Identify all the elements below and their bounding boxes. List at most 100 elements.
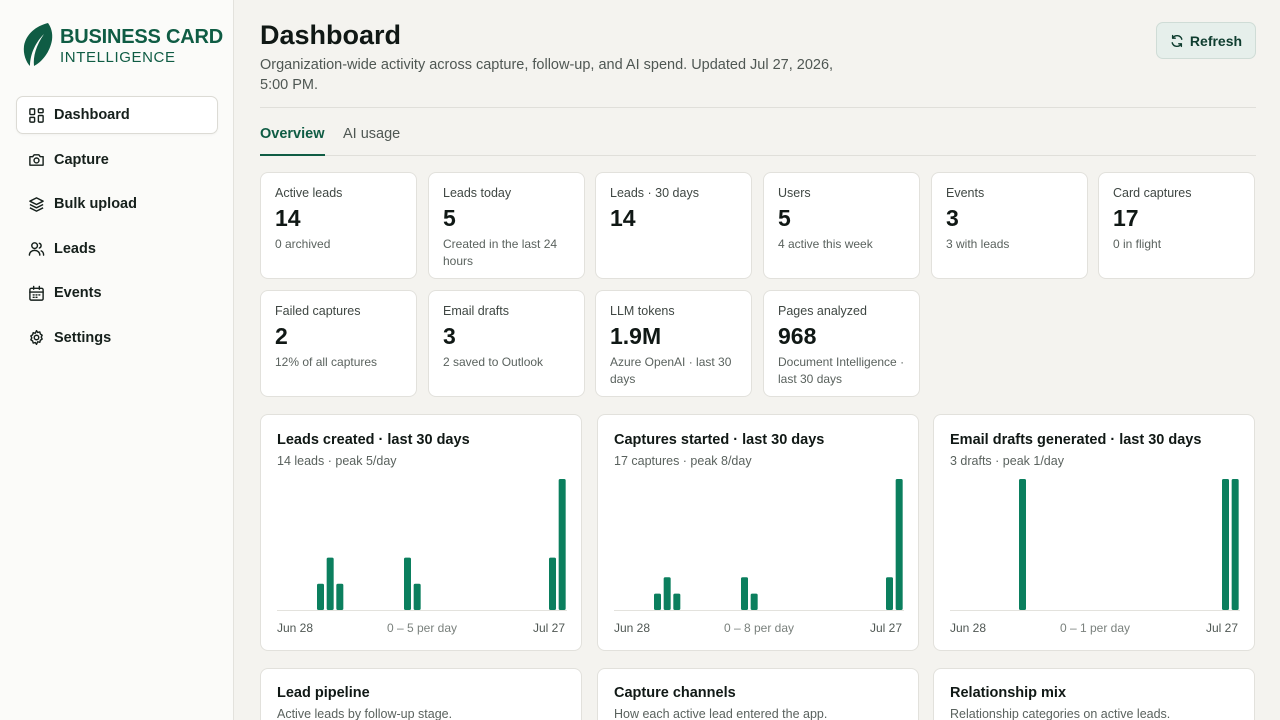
stat-value: 5 — [443, 205, 456, 231]
stat-value: 14 — [610, 205, 636, 231]
refresh-label: Refresh — [1189, 32, 1243, 49]
stat-label: Events — [946, 186, 985, 200]
chart-bar — [317, 583, 324, 610]
stat-value: 3 — [443, 323, 456, 349]
brand-logo[interactable]: BUSINESS CARD INTELLIGENCE — [22, 22, 223, 70]
stat-card-card-captures: Card captures 17 0 in flight — [1098, 172, 1255, 279]
stat-sub: 0 archived — [275, 237, 331, 251]
sidebar-item-label: Events — [54, 285, 102, 301]
chart-title: Email drafts generated · last 30 days — [950, 432, 1202, 448]
refresh-icon — [1171, 34, 1183, 47]
sidebar-item-capture[interactable]: Capture — [16, 141, 218, 179]
stat-value: 2 — [275, 323, 288, 349]
stat-card-users: Users 5 4 active this week — [763, 172, 920, 279]
card-lead-pipeline: Lead pipeline Active leads by follow-up … — [260, 668, 582, 720]
stat-card-leads-30-days: Leads · 30 days 14 — [595, 172, 752, 279]
tab-bar: Overview AI usage — [260, 118, 1256, 156]
card-title: Lead pipeline — [277, 685, 370, 701]
chart-bar — [1019, 479, 1026, 610]
sidebar-item-events[interactable]: Events — [16, 274, 218, 312]
sidebar-item-label: Settings — [54, 329, 112, 346]
sidebar: BUSINESS CARD INTELLIGENCE Dashboard Cap… — [0, 0, 234, 720]
stat-label: Pages analyzed — [778, 304, 867, 318]
chart-bar — [750, 593, 758, 611]
tab-overview[interactable]: Overview — [260, 126, 325, 156]
chart-x-end: Jul 27 — [869, 621, 902, 635]
chart-title: Leads created · last 30 days — [277, 432, 470, 448]
stat-card-llm-tokens: LLM tokens 1.9M Azure OpenAI · last 30 d… — [595, 290, 752, 397]
stat-label: Email drafts — [443, 304, 509, 318]
dashboard-grid-icon — [28, 107, 45, 124]
leaf-logo-icon — [23, 23, 53, 66]
sidebar-item-dashboard[interactable]: Dashboard — [16, 96, 218, 134]
chart-scale-label: 0 – 8 per day — [723, 621, 795, 635]
chart-x-start: Jun 28 — [277, 621, 314, 635]
chart-bar — [1231, 479, 1239, 610]
stat-card-failed-captures: Failed captures 2 12% of all captures — [260, 290, 417, 397]
stat-card-events: Events 3 3 with leads — [931, 172, 1088, 279]
chart-x-start: Jun 28 — [950, 621, 987, 635]
chart-subtitle: 3 drafts · peak 1/day — [950, 454, 1064, 468]
main-content: Dashboard Organization-wide activity acr… — [260, 0, 1256, 720]
stat-card-pages-analyzed: Pages analyzed 968 Document Intelligence… — [763, 290, 920, 397]
chart-x-start: Jun 28 — [614, 621, 651, 635]
sidebar-item-label: Dashboard — [54, 107, 130, 123]
sidebar-item-leads[interactable]: Leads — [16, 230, 218, 268]
chart-title: Captures started · last 30 days — [614, 432, 825, 448]
sidebar-item-bulk-upload[interactable]: Bulk upload — [16, 185, 218, 223]
card-capture-channels: Capture channels How each active lead en… — [597, 668, 919, 720]
stat-label: LLM tokens — [610, 304, 675, 318]
chart-card-captures-started: Captures started · last 30 days 17 captu… — [597, 414, 919, 651]
stat-sub: 12% of all captures — [275, 355, 378, 369]
captures-started-bar-chart — [614, 479, 904, 611]
tab-ai-usage[interactable]: AI usage — [343, 126, 401, 142]
card-subtitle: Relationship categories on active leads. — [950, 707, 1171, 720]
refresh-button[interactable]: Refresh — [1156, 22, 1256, 59]
chart-card-leads-created: Leads created · last 30 days 14 leads · … — [260, 414, 582, 651]
stat-value: 968 — [778, 323, 817, 349]
chart-x-end: Jul 27 — [532, 621, 565, 635]
stat-sub: Azure OpenAI · last 30 days — [610, 355, 732, 386]
stat-value: 1.9M — [610, 323, 662, 349]
layers-icon — [28, 196, 45, 213]
card-title: Capture channels — [614, 685, 736, 701]
stat-label: Card captures — [1113, 186, 1192, 200]
stat-value: 3 — [946, 205, 959, 231]
stat-label: Users — [778, 186, 811, 200]
email-drafts-bar-chart — [950, 479, 1240, 611]
chart-scale-label: 0 – 1 per day — [1059, 621, 1131, 635]
leads-created-bar-chart — [277, 479, 567, 611]
chart-bar — [549, 557, 556, 610]
card-relationship-mix: Relationship mix Relationship categories… — [933, 668, 1255, 720]
stat-sub: 3 with leads — [946, 237, 1010, 251]
card-subtitle: Active leads by follow-up stage. — [277, 707, 453, 720]
sidebar-nav: Dashboard Capture Bulk upload Leads Even… — [16, 96, 218, 363]
stat-value: 17 — [1113, 205, 1139, 231]
stat-sub: Created in the last 24 hours — [443, 237, 558, 268]
stat-card-email-drafts: Email drafts 3 2 saved to Outlook — [428, 290, 585, 397]
chart-bar — [654, 593, 661, 611]
sidebar-item-label: Capture — [54, 151, 109, 168]
sidebar-item-settings[interactable]: Settings — [16, 319, 218, 357]
users-icon — [28, 240, 45, 257]
brand-name-line2: INTELLIGENCE — [60, 49, 176, 66]
stat-label: Active leads — [275, 186, 343, 200]
chart-subtitle: 14 leads · peak 5/day — [277, 454, 397, 468]
chart-bar — [886, 577, 893, 610]
chart-subtitle: 17 captures · peak 8/day — [614, 454, 752, 468]
chart-bar — [895, 479, 903, 610]
chart-bar — [1222, 479, 1229, 610]
chart-bar — [413, 583, 421, 610]
chart-scale-label: 0 – 5 per day — [386, 621, 458, 635]
brand-name-line1: BUSINESS CARD — [60, 26, 223, 48]
sidebar-item-label: Bulk upload — [54, 196, 137, 212]
chart-bar — [326, 557, 334, 610]
card-subtitle: How each active lead entered the app. — [614, 707, 828, 720]
header-divider — [260, 107, 1256, 108]
chart-bar — [663, 577, 671, 610]
chart-bar — [404, 557, 411, 610]
page-title: Dashboard — [260, 20, 402, 50]
stat-sub: 2 saved to Outlook — [443, 355, 544, 369]
card-title: Relationship mix — [950, 685, 1067, 701]
stat-value: 5 — [778, 205, 791, 231]
